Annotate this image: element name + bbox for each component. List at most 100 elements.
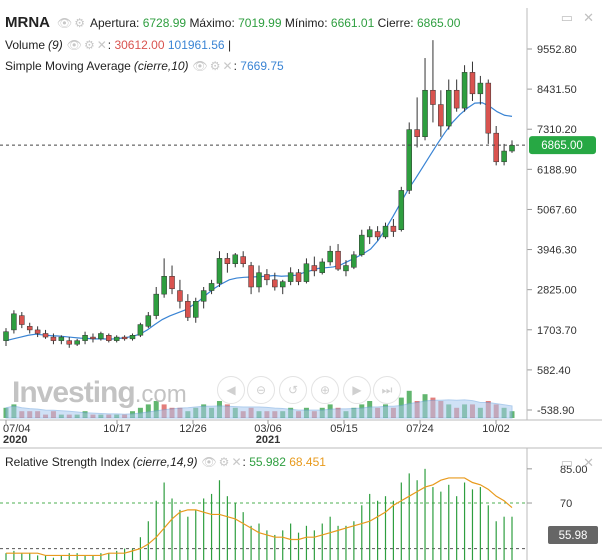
rsi-separator: : <box>242 455 246 469</box>
expand-icon[interactable]: ▭ <box>560 455 574 470</box>
candle <box>106 333 112 343</box>
candle-body <box>216 258 223 284</box>
candle <box>19 312 25 329</box>
candle <box>177 279 183 309</box>
candle-body <box>129 335 136 340</box>
candle-body <box>50 336 57 341</box>
candle <box>161 258 167 298</box>
date-axis-label: 10/17 <box>103 423 131 435</box>
candle-body <box>287 272 294 282</box>
eye-icon[interactable]: 👁 <box>57 15 73 30</box>
candle <box>200 286 207 309</box>
candle-body <box>256 272 262 288</box>
candle <box>279 279 286 295</box>
sma-separator: : <box>233 59 237 73</box>
date-axis-label: 10/02 <box>482 423 510 435</box>
candle <box>287 267 294 286</box>
candle-body <box>295 272 302 282</box>
rsi-name: Relative Strength Index <box>5 455 130 469</box>
rsi-axis-label: 85.00 <box>560 464 588 476</box>
candle <box>129 333 136 341</box>
close-icon[interactable]: ✕ <box>583 10 594 25</box>
candle-body <box>477 82 484 95</box>
price-axis-label: 2825.00 <box>537 285 577 297</box>
candle-body <box>3 331 9 341</box>
candle <box>477 75 484 105</box>
price-axis-label: 5067.60 <box>537 204 577 216</box>
candle-body <box>19 315 25 325</box>
volume-bar <box>153 401 159 418</box>
scroll-left-icon[interactable]: ◀ <box>217 376 245 404</box>
candle <box>3 328 9 347</box>
candle <box>50 333 57 345</box>
candle-body <box>193 301 199 318</box>
eye-icon[interactable]: 👁 <box>66 38 82 52</box>
date-axis-label: 03/06 <box>254 423 282 435</box>
close-icon[interactable]: ✕ <box>231 455 242 469</box>
gear-icon[interactable]: ⚙ <box>74 15 85 30</box>
zoom-out-icon[interactable]: ⊖ <box>247 376 275 404</box>
gear-icon[interactable]: ⚙ <box>83 38 95 52</box>
price-axis-label: 8431.50 <box>537 84 577 96</box>
volume-value-1: 30612.00 <box>114 38 165 52</box>
candle-body <box>177 290 183 302</box>
candle-body <box>240 256 246 264</box>
close-icon[interactable]: ✕ <box>583 455 594 470</box>
candle-body <box>232 254 239 264</box>
eye-icon[interactable]: 👁 <box>201 455 217 469</box>
volume-legend: Volume (9) 👁 ⚙ ✕ : 30612.00 101961.56 | <box>5 38 231 52</box>
candle <box>98 331 104 341</box>
candle-body <box>34 329 41 334</box>
candle <box>272 272 278 291</box>
candle-body <box>446 89 452 127</box>
candle-body <box>153 293 159 316</box>
close-icon[interactable]: ✕ <box>96 38 107 52</box>
candle-body <box>98 333 104 340</box>
candle-body <box>359 234 365 256</box>
date-axis-label: 12/26 <box>179 423 207 435</box>
scroll-end-icon[interactable]: ⏭ <box>373 376 401 404</box>
candle-body <box>493 132 499 163</box>
volume-pipe: | <box>227 38 232 52</box>
scroll-right-icon[interactable]: ▶ <box>343 376 371 404</box>
main-panel-controls: ▭ ✕ <box>561 10 594 26</box>
high-value: 7019.99 <box>238 15 282 30</box>
minimize-icon[interactable]: ▭ <box>560 10 574 25</box>
price-legend: MRNA 👁 ⚙ Apertura: 6728.99 Máximo: 7019.… <box>5 14 460 31</box>
candle-body <box>272 279 278 288</box>
candle <box>351 251 357 270</box>
reset-icon[interactable]: ↺ <box>279 376 307 404</box>
current-price-tag <box>529 136 596 155</box>
candle <box>501 143 507 166</box>
gear-icon[interactable]: ⚙ <box>218 455 230 469</box>
date-axis-label: 05/15 <box>330 423 358 435</box>
candle-body <box>430 89 436 105</box>
candle-body <box>279 281 286 288</box>
sma-name: Simple Moving Average <box>5 59 131 73</box>
candle-body <box>406 129 412 191</box>
eye-icon[interactable]: 👁 <box>192 59 208 73</box>
candle <box>26 322 33 334</box>
candle <box>327 245 333 266</box>
candle <box>256 265 262 293</box>
candle <box>153 286 159 320</box>
candle-body <box>461 72 468 109</box>
candle <box>469 61 476 101</box>
zoom-in-icon[interactable]: ⊕ <box>311 376 339 404</box>
candle <box>319 258 325 275</box>
rsi-value-1: 55.982 <box>249 455 286 469</box>
candle-body <box>121 336 128 340</box>
candle-body <box>264 274 270 281</box>
candle-body <box>137 324 144 336</box>
close-icon[interactable]: ✕ <box>222 59 233 73</box>
close-label: Cierre: <box>377 15 414 30</box>
candle-body <box>414 129 420 137</box>
rsi-panel: 85.00 70 55.98 <box>0 447 602 560</box>
sma-value: 7669.75 <box>240 59 284 73</box>
gear-icon[interactable]: ⚙ <box>209 59 221 73</box>
candle-body <box>74 340 80 345</box>
candle <box>366 226 373 245</box>
candle-body <box>248 265 254 288</box>
